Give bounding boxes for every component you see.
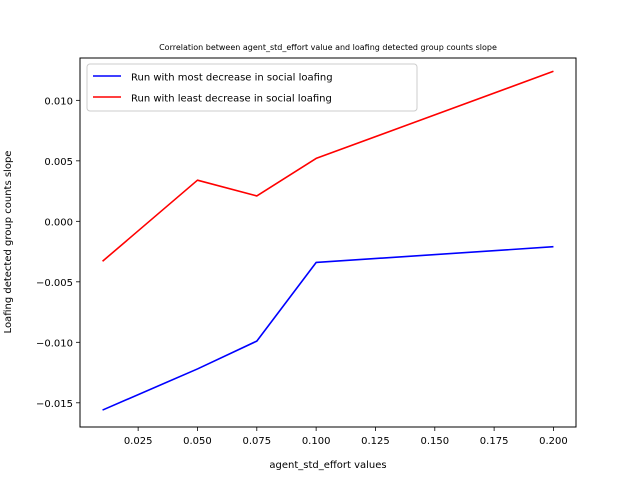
y-tick-label: 0.005: [44, 157, 73, 168]
series-line-least-decrease: [102, 70, 554, 262]
x-axis: 0.025 0.050 0.075 0.100 0.125 0.150 0.175 0.200: [124, 427, 568, 447]
y-tick-label: 0.000: [44, 217, 73, 228]
legend-label-least: Run with least decrease in social loafin…: [131, 94, 332, 105]
x-tick-label: 0.075: [242, 436, 271, 447]
legend-label-most: Run with most decrease in social loafing: [131, 73, 333, 84]
plot-frame: [79, 57, 577, 428]
y-tick-label: −0.005: [36, 278, 73, 289]
x-tick-label: 0.150: [420, 436, 449, 447]
y-tick-label: −0.010: [36, 338, 73, 349]
y-tick-label: 0.010: [44, 96, 73, 107]
x-tick-label: 0.200: [539, 436, 568, 447]
series-line-most-decrease: [102, 245, 554, 411]
chart-title: Correlation between agent_std_effort val…: [159, 43, 497, 52]
y-axis: −0.015 −0.010 −0.005 0.000 0.005 0.010: [36, 96, 80, 410]
legend: Run with most decrease in social loafing…: [86, 63, 418, 112]
y-axis-label: Loafing detected group counts slope: [3, 151, 14, 334]
x-tick-label: 0.175: [480, 436, 509, 447]
x-tick-label: 0.050: [183, 436, 212, 447]
x-tick-label: 0.025: [124, 436, 153, 447]
plot-lines: [102, 70, 554, 411]
y-tick-label: −0.015: [36, 399, 73, 410]
x-axis-label: agent_std_effort values: [269, 460, 386, 471]
x-tick-label: 0.125: [361, 436, 390, 447]
legend-box: [86, 63, 418, 112]
x-tick-label: 0.100: [302, 436, 331, 447]
